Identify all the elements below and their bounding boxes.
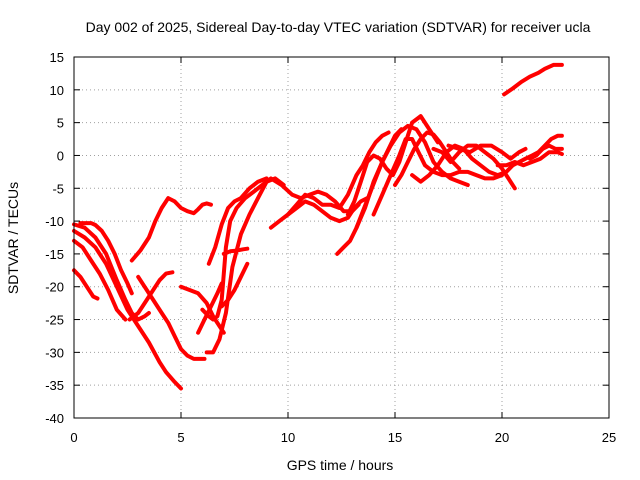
y-tick-label: -30 [45,345,64,360]
chart-title: Day 002 of 2025, Sidereal Day-to-day VTE… [86,19,591,35]
x-tick-label: 15 [388,430,402,445]
y-tick-label: 10 [50,83,64,98]
series-line-track-2 [72,222,151,322]
series-line-track-3 [72,228,183,391]
series-line-track-28 [502,62,564,97]
series-line-track-25 [446,143,528,161]
y-tick-label: 0 [57,148,64,163]
series-layer [72,62,564,391]
y-tick-label: -10 [45,214,64,229]
x-tick-label: 25 [602,430,616,445]
series-line-track-8 [136,274,207,361]
series-line-track-22 [393,130,462,187]
y-tick-label: -25 [45,313,64,328]
series-line-track-10 [196,281,224,335]
y-tick-label: -20 [45,280,64,295]
y-tick-label: 5 [57,116,64,131]
series-line-track-11 [200,176,361,322]
series-line-track-5 [78,221,134,296]
series-line-track-24 [431,143,517,191]
y-tick-label: -40 [45,411,64,426]
x-axis-label: GPS time / hours [287,457,394,473]
y-tick-label: -15 [45,247,64,262]
series-line-track-4 [72,238,128,322]
series-line-track-14 [221,246,250,256]
series-line-track-27 [527,143,564,161]
axis-ticks: 0 5 10 15 20 25 -40 -35 -30 -25 -20 -15 -10 -5 0 5 10 15 [45,50,616,445]
y-tick-label: -35 [45,378,64,393]
series-line-track-20 [354,123,470,230]
series-line-track-9 [179,284,226,335]
x-tick-label: 20 [495,430,509,445]
grid [74,57,609,418]
y-axis-label: SDTVAR / TECUs [5,182,21,294]
plot-frame [73,56,610,419]
series-line-track-1 [72,268,100,301]
series-line-track-15 [219,261,250,309]
series-line-track-12 [204,176,286,355]
series-line-track-7 [127,270,175,322]
series-line-track-26 [495,150,564,168]
x-tick-label: 5 [177,430,184,445]
series-line-track-17 [286,130,391,217]
series-line-track-6 [129,196,213,263]
series-line-track-19 [345,114,440,217]
series-line-track-13 [206,176,269,266]
y-tick-label: -5 [52,181,64,196]
y-tick-label: 15 [50,50,64,65]
x-tick-label: 10 [281,430,295,445]
x-tick-label: 0 [70,430,77,445]
